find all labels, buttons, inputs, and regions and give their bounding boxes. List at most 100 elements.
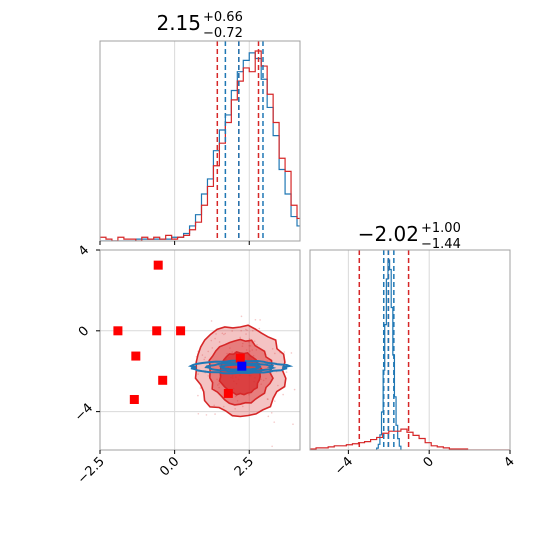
sample-point [217,384,219,386]
sample-point [248,344,251,347]
marker-red-square [113,326,123,336]
sample-point [249,350,251,352]
frame-right [309,249,511,451]
sample-point [221,332,224,335]
sample-point [251,329,254,332]
marker-red-square [131,351,141,361]
sample-point [262,379,265,382]
title-p2-median: −2.02 [358,222,419,246]
sample-point [216,378,218,381]
sample-point [252,355,255,357]
sample-point [256,343,258,346]
sample-point [241,345,244,347]
sample-point [245,328,247,331]
title-p1-minus: −0.72 [203,26,243,41]
sample-point [290,352,293,354]
sample-point [253,340,256,342]
sample-point [265,377,267,380]
histogram-p1-red [100,50,300,241]
marker-blue-square [237,361,247,371]
sample-point [266,398,269,400]
sample-point [271,348,274,350]
frame-scatter [99,249,301,451]
tick-label-scatter-x: 0.0 [157,454,182,479]
panel-p1-histogram [99,40,301,242]
sample-point [222,405,225,408]
tick-label-scatter-x: −2.5 [75,454,108,487]
tick-label-scatter-y: 4 [76,243,92,259]
sample-point [293,388,296,391]
histogram-p2-red [310,428,510,450]
sample-point [203,358,206,361]
sample-point [207,375,210,377]
sample-point [260,378,262,381]
sample-point [255,349,258,351]
sample-point [210,339,213,342]
marker-red-square [176,326,186,336]
sample-point [214,337,216,340]
sample-point [197,373,199,375]
sample-point [240,315,243,318]
sample-point [270,412,273,414]
panel-p1-p2-scatter [99,249,303,451]
contour-blue-2 [204,362,277,373]
title-p1-plus: +0.66 [203,10,243,25]
contour-blue-3 [218,363,262,371]
sample-point [282,393,284,396]
sample-point [214,413,216,415]
title-p1-median: 2.15 [156,11,201,35]
contour-blue-1 [187,359,294,375]
panel-p2-histogram [309,249,511,451]
title-p2-minus: −1.44 [421,237,461,252]
sample-point [245,333,247,335]
marker-red-square [235,353,245,363]
sample-point [274,352,276,355]
sample-point [248,341,250,343]
sample-point [231,351,234,353]
sample-point [273,400,276,402]
tick-label-scatter-y: −4 [72,401,96,425]
sample-point [258,327,261,330]
sample-point [267,398,269,401]
sample-point [234,395,237,398]
title-p2-plus: +1.00 [421,221,461,236]
frame-top [99,40,301,242]
sample-point [271,445,273,448]
sample-point [285,371,288,373]
sample-point [205,414,208,416]
tick-label-scatter-x: 2.5 [232,454,257,479]
marker-red-square [223,388,233,398]
sample-point [292,423,294,426]
sample-point [241,342,244,345]
sample-point [245,349,248,351]
sample-point [218,386,220,389]
sample-point [277,384,279,387]
sample-point [210,320,213,322]
sample-point [229,347,231,349]
sample-point [259,319,261,321]
sample-point [224,332,227,335]
sample-point [248,338,251,340]
histogram-p1-blue [100,52,300,241]
sample-point [301,372,303,374]
sample-point [231,330,233,332]
sample-point [249,345,252,347]
tick-label-right-x: −4 [332,454,356,478]
marker-red-square [153,260,163,270]
sample-point [218,382,220,385]
sample-point [239,336,241,339]
sample-point [234,407,236,410]
tick-label-right-x: 4 [501,454,517,470]
sample-point [197,394,199,397]
sample-point [207,350,210,353]
marker-red-square [129,394,139,404]
sample-point [254,318,257,321]
sample-point [246,329,248,331]
sample-point [240,329,242,332]
marker-red-square [158,375,168,385]
sample-point [213,404,215,407]
marker-red-square [152,326,162,336]
sample-point [199,387,202,389]
sample-point [218,341,221,343]
